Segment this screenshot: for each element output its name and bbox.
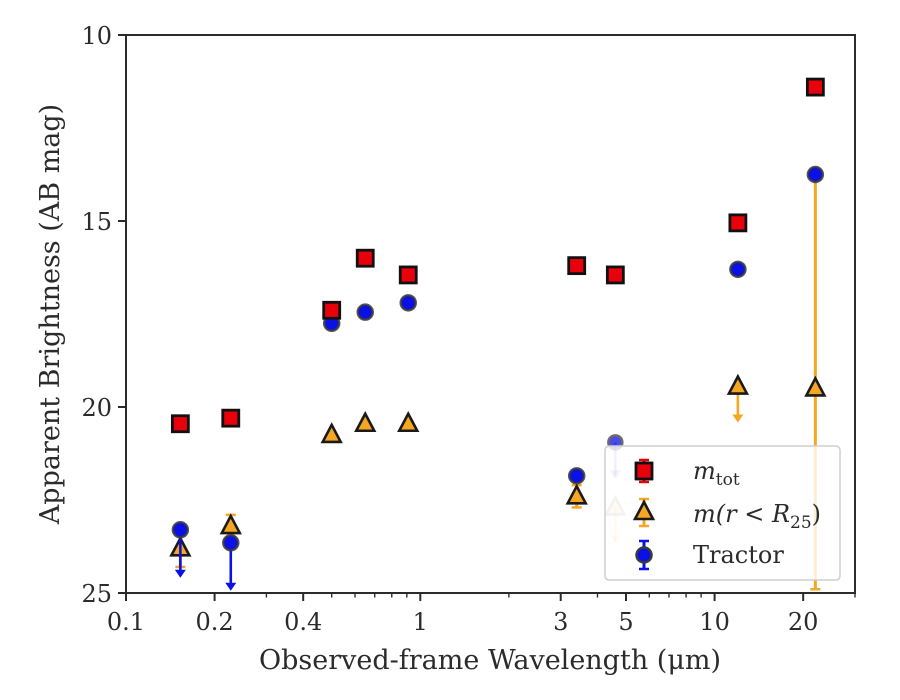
legend-label-mr: m(r < R25) <box>693 500 821 533</box>
circle-point-4-marker <box>399 294 417 312</box>
legend: mtot m(r < R25) Tractor <box>604 445 841 581</box>
circle-point-7 <box>729 260 747 279</box>
square-point-6 <box>605 265 625 285</box>
square-point-7 <box>728 213 748 233</box>
triangle-point-3 <box>354 410 377 433</box>
square-point-5 <box>567 256 587 276</box>
circle-point-3-marker <box>356 303 374 321</box>
triangle-point-2 <box>320 422 343 444</box>
triangle-point-4-marker <box>397 410 420 433</box>
triangle-point-7-arrow-head <box>732 414 744 423</box>
circle-point-4 <box>399 294 417 312</box>
triangle-point-3-marker <box>354 410 377 433</box>
square-point-1 <box>221 408 241 428</box>
x-axis-label: Observed-frame Wavelength (μm) <box>259 645 721 676</box>
legend-mtot-base: m <box>693 457 716 485</box>
triangle-point-1 <box>219 513 242 539</box>
y-tick-label-2: 20 <box>81 394 112 422</box>
circle-point-7-marker <box>729 260 747 279</box>
legend-mr-base: m(r < R <box>693 500 790 528</box>
x-tick-label-6: 10 <box>699 608 730 636</box>
triangle-point-4 <box>397 410 420 433</box>
legend-box <box>604 445 841 581</box>
circle-point-1-marker <box>222 534 240 552</box>
y-axis-label: Apparent Brightness (AB mag) <box>35 104 66 525</box>
legend-markers <box>632 458 656 571</box>
x-tick-label-1: 0.2 <box>196 608 234 636</box>
axis-ticks: 0.1 0.2 0.4 1 3 5 10 20 10 15 20 25 <box>81 22 856 636</box>
square-point-8 <box>805 77 825 97</box>
square-point-3 <box>355 248 375 268</box>
triangle-point-8-marker <box>804 375 827 397</box>
legend-square-marker <box>634 461 654 481</box>
circle-point-3 <box>356 303 374 321</box>
y-tick-label-1: 15 <box>81 208 112 236</box>
x-tick-label-7: 20 <box>788 608 819 636</box>
circle-point-0-arrow-head <box>174 569 186 578</box>
legend-mr-sub: 25 <box>790 513 812 533</box>
circle-point-1 <box>222 534 240 591</box>
square-point-0 <box>170 414 190 434</box>
triangle-point-1-marker <box>219 513 242 535</box>
legend-label-tractor: Tractor <box>693 541 784 569</box>
circle-point-0-marker <box>171 521 190 539</box>
y-tick-label-0: 10 <box>81 22 112 50</box>
circle-point-1-arrow-head <box>225 582 237 591</box>
legend-mr-close: ) <box>812 500 821 528</box>
plot-frame <box>125 34 856 594</box>
square-point-4 <box>398 265 418 285</box>
triangle-point-7-marker <box>726 373 750 395</box>
legend-label-mtot: mtot <box>693 457 740 490</box>
triangle-point-5 <box>565 483 588 509</box>
square-point-2 <box>322 300 342 320</box>
circle-point-8-marker <box>806 165 825 184</box>
circle-point-5 <box>567 467 586 485</box>
circle-point-8 <box>806 165 825 184</box>
circle-point-5-marker <box>567 467 586 485</box>
triangle-point-5-marker <box>565 483 588 505</box>
x-tick-label-5: 5 <box>618 608 633 636</box>
x-tick-label-0: 0.1 <box>107 608 145 636</box>
triangle-point-7 <box>726 373 750 423</box>
legend-circle-marker <box>635 546 653 564</box>
x-tick-label-3: 1 <box>413 608 428 636</box>
legend-triangle-marker <box>632 499 656 521</box>
circle-point-0 <box>171 521 190 578</box>
x-tick-label-2: 0.4 <box>284 608 322 636</box>
triangle-point-2-marker <box>320 422 343 444</box>
y-tick-label-3: 25 <box>81 580 112 608</box>
x-tick-label-4: 3 <box>553 608 568 636</box>
legend-mtot-sub: tot <box>716 470 740 490</box>
